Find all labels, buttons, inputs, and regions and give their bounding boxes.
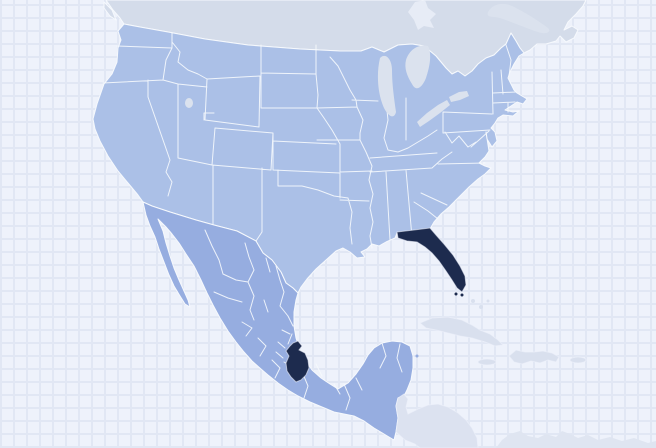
puebla-state-highlighted[interactable] <box>285 340 310 383</box>
vancouver-island <box>103 1 117 21</box>
caribbean-islands <box>419 299 587 366</box>
lake-erie <box>417 100 450 127</box>
jamaica-island <box>477 358 497 366</box>
bahamas-islet <box>486 299 490 303</box>
florida-keys-islet <box>460 293 464 297</box>
bahamas-islet <box>479 305 483 309</box>
florida-state-highlighted[interactable] <box>396 227 467 297</box>
cozumel-island <box>415 354 419 358</box>
great-salt-lake <box>185 98 193 108</box>
puerto-rico-island <box>569 356 587 364</box>
hispaniola-island <box>508 349 560 365</box>
us-state-borders <box>102 32 517 249</box>
georgian-bay-lake <box>408 0 436 30</box>
south-america-landmass <box>496 431 656 448</box>
lake-michigan <box>377 55 396 117</box>
cuba-island <box>419 316 505 347</box>
lake-superior <box>487 3 550 34</box>
great-lakes <box>185 3 550 127</box>
lake-huron <box>405 45 431 89</box>
central-america-landmass <box>395 393 479 448</box>
mexico-landmass[interactable] <box>142 201 419 441</box>
mexico-state-borders <box>204 229 403 411</box>
bahamas-islet <box>471 299 475 303</box>
florida-keys-islet <box>454 292 458 296</box>
lake-ontario <box>449 91 469 102</box>
